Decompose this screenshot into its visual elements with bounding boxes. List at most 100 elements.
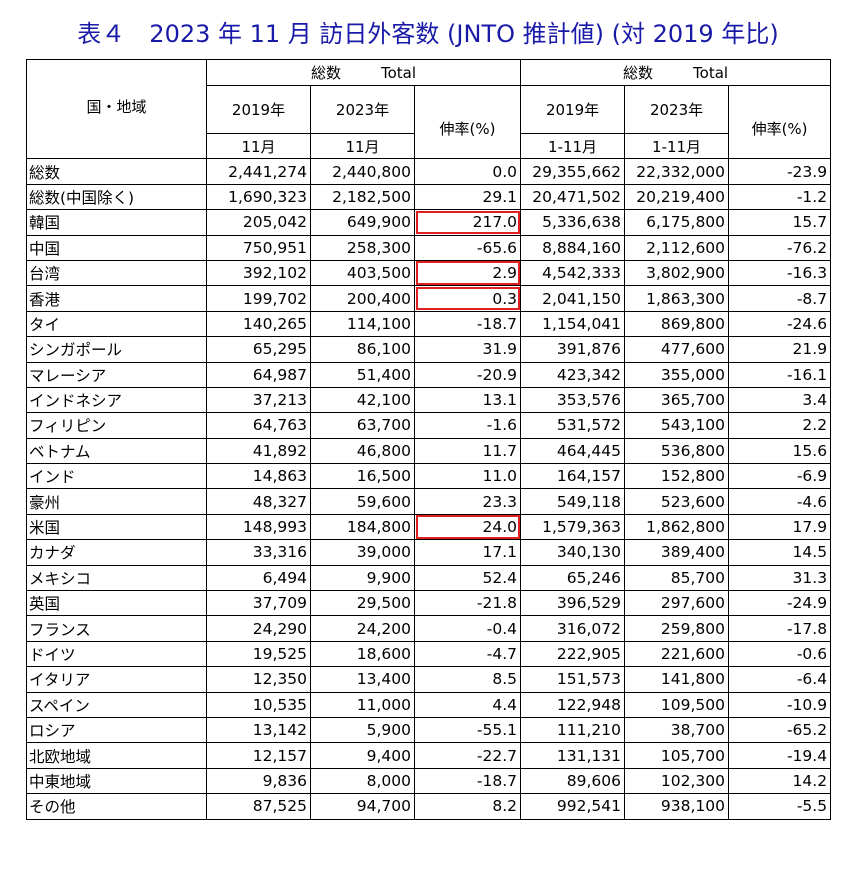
value-2019-cumulative: 5,336,638 [520,209,626,236]
value-2023-cumulative: 1,863,300 [624,285,730,312]
value-2019-month: 6,494 [206,564,311,592]
row-name: インドネシア [26,386,207,414]
value-2019-cumulative: 353,576 [520,386,626,414]
growth-rate-month: 0.3 [413,285,522,312]
growth-rate-cumulative: -0.6 [728,640,832,668]
row-name: 香港 [26,285,207,312]
value-2023-month: 9,900 [310,564,415,592]
growth-rate-month: 11.7 [413,437,522,465]
value-2023-month: 184,800 [310,513,415,541]
growth-rate-month: -18.7 [413,310,522,338]
header-month-2019: 11月 [206,132,311,160]
growth-rate-month: 31.9 [413,336,522,363]
value-2023-month: 86,100 [310,336,415,363]
table-row: フィリピン 64,763 63,700 -1.6 531,572 543,100 2.2 [26,412,832,439]
value-2019-cumulative: 340,130 [520,539,626,566]
value-2023-cumulative: 523,600 [624,488,730,515]
value-2019-month: 14,863 [206,463,311,490]
growth-rate-cumulative: 31.3 [728,564,832,592]
row-name: 中東地域 [26,767,207,795]
growth-rate-cumulative: -1.2 [728,183,832,211]
table-row: マレーシア 64,987 51,400 -20.9 423,342 355,000 -16.… [26,361,832,388]
header-2023: 2023年 [310,85,415,134]
header-2019: 2019年 [206,85,311,134]
visitor-table: 総数 Total 総数 Total 国・地域 2019年 2023年 伸率(%) 2… [26,59,832,820]
value-2023-cumulative: 38,700 [624,716,730,744]
row-name: ロシア [26,716,207,744]
value-2019-cumulative: 2,041,150 [520,285,626,312]
growth-rate-cumulative: 17.9 [728,513,832,541]
value-2023-month: 63,700 [310,412,415,439]
table-row: シンガポール 65,295 86,100 31.9 391,876 477,600 21.9 [26,336,832,363]
page-title: 表４ 2023 年 11 月 訪日外客数 (JNTO 推計値) (対 2019 … [77,20,779,48]
growth-rate-cumulative: -23.9 [728,158,832,185]
row-name: タイ [26,310,207,338]
value-2019-month: 199,702 [206,285,311,312]
row-name: シンガポール [26,336,207,363]
row-name: 北欧地域 [26,742,207,769]
value-2019-month: 140,265 [206,310,311,338]
growth-rate-month: 52.4 [413,564,522,592]
growth-rate-cumulative: -6.9 [728,463,832,490]
growth-rate-cumulative: -24.6 [728,310,832,338]
growth-rate-cumulative: -5.5 [728,793,832,820]
value-2023-month: 94,700 [310,793,415,820]
growth-rate-month: 8.5 [413,666,522,693]
growth-rate-cumulative: -10.9 [728,691,832,718]
value-2019-month: 24,290 [206,615,311,642]
growth-rate-cumulative: -16.1 [728,361,832,388]
table-row: 米国 148,993 184,800 24.0 1,579,363 1,862,800 17… [26,513,832,541]
value-2023-month: 24,200 [310,615,415,642]
value-2019-cumulative: 549,118 [520,488,626,515]
value-2019-cumulative: 423,342 [520,361,626,388]
value-2023-month: 200,400 [310,285,415,312]
value-2023-month: 649,900 [310,209,415,236]
value-2023-month: 46,800 [310,437,415,465]
value-2019-month: 37,709 [206,590,311,617]
growth-rate-month: 2.9 [413,259,522,287]
row-name: その他 [26,793,207,820]
table-row: スペイン 10,535 11,000 4.4 122,948 109,500 -10.9 [26,691,832,718]
value-2023-month: 8,000 [310,767,415,795]
value-2023-month: 42,100 [310,386,415,414]
header-growth: 伸率(%) [413,84,522,160]
header-group1-label: 総数 [310,64,341,82]
value-2019-month: 750,951 [206,234,311,261]
table-row: 総数 2,441,274 2,440,800 0.0 29,355,662 22,332,… [26,158,832,185]
growth-rate-month: -18.7 [413,767,522,795]
value-2023-cumulative: 109,500 [624,691,730,718]
growth-rate-month: 17.1 [413,539,522,566]
header-region-bottom [26,133,207,160]
value-2023-month: 5,900 [310,716,415,744]
value-2019-cumulative: 396,529 [520,590,626,617]
value-2023-cumulative: 536,800 [624,437,730,465]
growth-rate-cumulative: -16.3 [728,259,832,287]
growth-rate-cumulative: -6.4 [728,666,832,693]
growth-rate-month: 8.2 [413,793,522,820]
table-row: タイ 140,265 114,100 -18.7 1,154,041 869,800 -24… [26,310,832,338]
growth-rate-month: 13.1 [413,386,522,414]
value-2019-month: 12,157 [206,742,311,769]
table-row: ロシア 13,142 5,900 -55.1 111,210 38,700 -65.2 [26,716,832,744]
value-2023-cumulative: 297,600 [624,590,730,617]
growth-rate-cumulative: -4.6 [728,488,832,515]
value-2023-cumulative: 1,862,800 [624,513,730,541]
value-2023-cumulative: 365,700 [624,386,730,414]
value-2019-month: 65,295 [206,336,311,363]
value-2019-cumulative: 1,579,363 [520,513,626,541]
value-2023-cumulative: 221,600 [624,640,730,668]
growth-rate-month: 4.4 [413,691,522,718]
header-group1-total: Total [381,64,417,82]
growth-rate-cumulative: 14.5 [728,539,832,566]
value-2023-cumulative: 102,300 [624,767,730,795]
header-2019b: 2019年 [520,85,626,134]
growth-rate-cumulative: 3.4 [728,386,832,414]
growth-rate-cumulative: -8.7 [728,285,832,312]
value-2023-month: 13,400 [310,666,415,693]
value-2023-month: 18,600 [310,640,415,668]
growth-rate-month: 23.3 [413,488,522,515]
value-2023-cumulative: 20,219,400 [624,183,730,211]
growth-rate-cumulative: 21.9 [728,336,832,363]
growth-rate-month: -65.6 [413,234,522,261]
header-2023b: 2023年 [624,85,730,134]
